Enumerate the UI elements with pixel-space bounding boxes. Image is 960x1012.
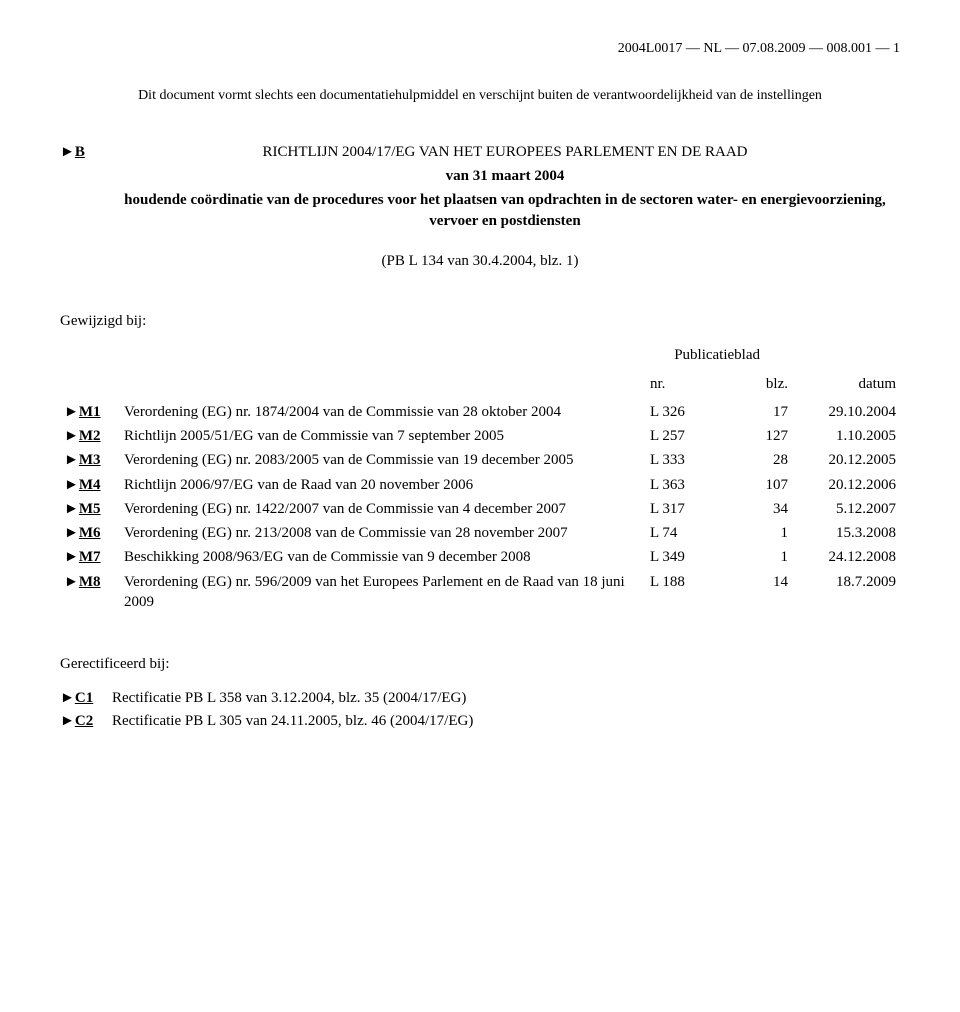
amend-date: 24.12.2008 — [792, 545, 900, 569]
amend-description: Richtlijn 2005/51/EG van de Commissie va… — [120, 424, 646, 448]
col-blz: blz. — [724, 372, 792, 400]
amend-blz: 107 — [724, 473, 792, 497]
amend-marker: ►M1 — [60, 400, 120, 424]
amend-date: 1.10.2005 — [792, 424, 900, 448]
amend-marker: ►M3 — [60, 448, 120, 472]
amend-nr: L 74 — [646, 521, 724, 545]
amendments-table: nr. blz. datum ►M1Verordening (EG) nr. 1… — [60, 372, 900, 615]
corrections-list: ►C1Rectificatie PB L 358 van 3.12.2004, … — [60, 688, 900, 731]
amend-nr: L 317 — [646, 497, 724, 521]
table-row: ►M7Beschikking 2008/963/EG van de Commis… — [60, 545, 900, 569]
disclaimer-text: Dit document vormt slechts een documenta… — [60, 87, 900, 106]
amend-blz: 1 — [724, 545, 792, 569]
main-title-block: ►B RICHTLIJN 2004/17/EG VAN HET EUROPEES… — [60, 142, 900, 271]
amend-blz: 17 — [724, 400, 792, 424]
table-row: ►M8Verordening (EG) nr. 596/2009 van het… — [60, 570, 900, 615]
amend-description: Verordening (EG) nr. 2083/2005 van de Co… — [120, 448, 646, 472]
directive-date: van 31 maart 2004 — [110, 166, 900, 186]
table-row: ►M5Verordening (EG) nr. 1422/2007 van de… — [60, 497, 900, 521]
main-marker: ►B — [60, 142, 110, 162]
amended-by-label: Gewijzigd bij: — [60, 311, 900, 331]
directive-title-line1: RICHTLIJN 2004/17/EG VAN HET EUROPEES PA… — [110, 142, 900, 162]
table-row: ►M3Verordening (EG) nr. 2083/2005 van de… — [60, 448, 900, 472]
amend-marker: ►M4 — [60, 473, 120, 497]
main-marker-letter: B — [75, 144, 85, 160]
amend-marker: ►M8 — [60, 570, 120, 615]
amend-marker: ►M2 — [60, 424, 120, 448]
amend-blz: 14 — [724, 570, 792, 615]
amend-blz: 1 — [724, 521, 792, 545]
table-header-row: nr. blz. datum — [60, 372, 900, 400]
correction-description: Rectificatie PB L 358 van 3.12.2004, blz… — [112, 688, 466, 708]
amend-nr: L 363 — [646, 473, 724, 497]
amend-description: Beschikking 2008/963/EG van de Commissie… — [120, 545, 646, 569]
amend-nr: L 349 — [646, 545, 724, 569]
correction-row: ►C2Rectificatie PB L 305 van 24.11.2005,… — [60, 711, 900, 731]
correction-marker: ►C2 — [60, 711, 112, 731]
amend-date: 15.3.2008 — [792, 521, 900, 545]
amend-blz: 34 — [724, 497, 792, 521]
col-date: datum — [792, 372, 900, 400]
official-journal-ref: (PB L 134 van 30.4.2004, blz. 1) — [60, 251, 900, 271]
correction-row: ►C1Rectificatie PB L 358 van 3.12.2004, … — [60, 688, 900, 708]
amend-nr: L 257 — [646, 424, 724, 448]
amend-description: Verordening (EG) nr. 596/2009 van het Eu… — [120, 570, 646, 615]
table-row: ►M6Verordening (EG) nr. 213/2008 van de … — [60, 521, 900, 545]
amend-description: Richtlijn 2006/97/EG van de Raad van 20 … — [120, 473, 646, 497]
directive-subject: houdende coördinatie van de procedures v… — [110, 190, 900, 231]
amend-marker: ►M6 — [60, 521, 120, 545]
amend-date: 29.10.2004 — [792, 400, 900, 424]
header-doc-ref: 2004L0017 — NL — 07.08.2009 — 008.001 — … — [60, 40, 900, 59]
amend-date: 20.12.2005 — [792, 448, 900, 472]
col-nr: nr. — [646, 372, 724, 400]
amend-nr: L 333 — [646, 448, 724, 472]
amend-date: 5.12.2007 — [792, 497, 900, 521]
amend-description: Verordening (EG) nr. 213/2008 van de Com… — [120, 521, 646, 545]
correction-marker: ►C1 — [60, 688, 112, 708]
amend-date: 20.12.2006 — [792, 473, 900, 497]
amend-nr: L 326 — [646, 400, 724, 424]
amend-description: Verordening (EG) nr. 1422/2007 van de Co… — [120, 497, 646, 521]
amend-marker: ►M5 — [60, 497, 120, 521]
amend-blz: 127 — [724, 424, 792, 448]
table-row: ►M4Richtlijn 2006/97/EG van de Raad van … — [60, 473, 900, 497]
table-row: ►M1Verordening (EG) nr. 1874/2004 van de… — [60, 400, 900, 424]
table-row: ►M2Richtlijn 2005/51/EG van de Commissie… — [60, 424, 900, 448]
corrected-by-label: Gerectificeerd bij: — [60, 654, 900, 674]
amend-marker: ►M7 — [60, 545, 120, 569]
amend-description: Verordening (EG) nr. 1874/2004 van de Co… — [120, 400, 646, 424]
arrow-icon: ► — [60, 144, 75, 160]
publication-label: Publicatieblad — [60, 345, 900, 365]
amend-blz: 28 — [724, 448, 792, 472]
correction-description: Rectificatie PB L 305 van 24.11.2005, bl… — [112, 711, 473, 731]
amend-date: 18.7.2009 — [792, 570, 900, 615]
amend-nr: L 188 — [646, 570, 724, 615]
